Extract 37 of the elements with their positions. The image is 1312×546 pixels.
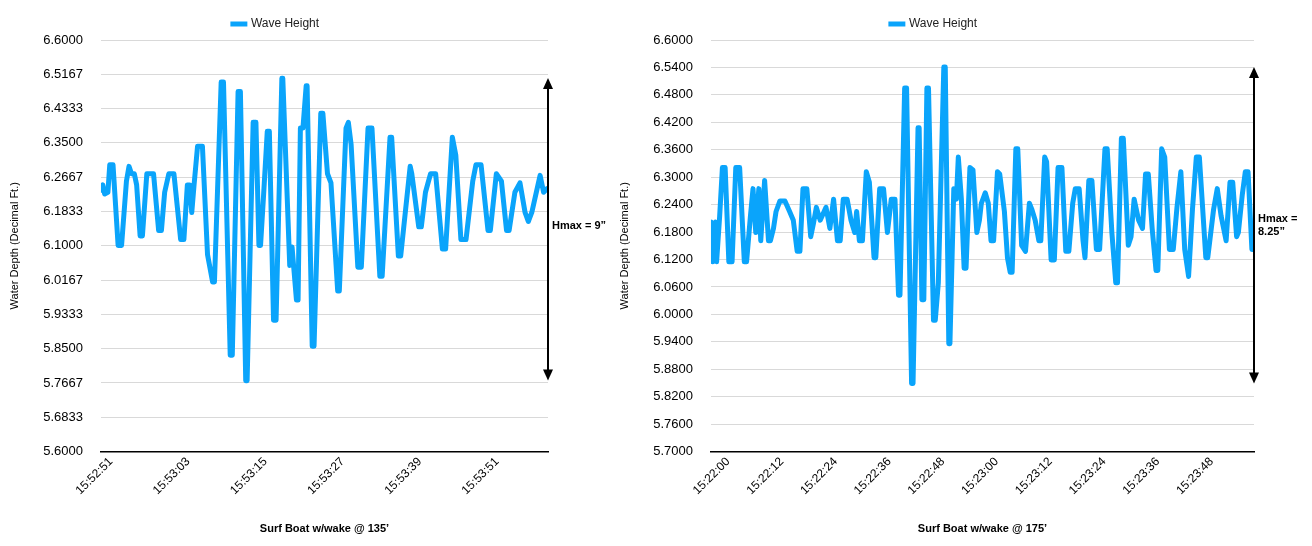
y-tick-label: 6.1000 [43, 237, 83, 253]
y-tick-label: 6.2400 [653, 196, 693, 212]
y-tick-label: 6.5400 [653, 59, 693, 75]
y-tick-label: 6.0000 [653, 305, 693, 321]
y-tick-label: 6.1200 [653, 251, 693, 267]
y-axis-title: Water Depth (Decimal Ft.) [7, 182, 20, 310]
y-tick-label: 5.8800 [653, 360, 693, 376]
y-tick-label: 6.2667 [43, 168, 83, 184]
legend-label: Wave Height [250, 16, 320, 31]
y-tick-label: 6.3000 [653, 168, 693, 184]
text: Hmax = 9” [552, 218, 607, 231]
y-tick-label: 5.6000 [43, 443, 83, 459]
y-tick-label: 5.6833 [43, 408, 83, 424]
y-axis-title: Water Depth (Decimal Ft.) [617, 182, 630, 310]
y-tick-label: 6.6000 [43, 31, 83, 47]
y-tick-label: 6.4200 [653, 113, 693, 129]
y-tick-label: 6.3500 [43, 134, 83, 150]
legend-label: Wave Height [908, 16, 978, 31]
y-tick-label: 6.0600 [653, 278, 693, 294]
y-tick-label: 6.3600 [653, 141, 693, 157]
y-tick-label: 5.7667 [43, 374, 83, 390]
y-tick-label: 6.5167 [43, 65, 83, 81]
y-tick-label: 5.8200 [653, 388, 693, 404]
y-tick-label: 5.9333 [43, 305, 83, 321]
y-tick-label: 6.4800 [653, 86, 693, 102]
y-tick-label: 6.0167 [43, 271, 83, 287]
x-axis-title: Surf Boat w/wake @ 175’ [917, 522, 1048, 535]
y-tick-label: 6.6000 [653, 31, 693, 47]
y-tick-label: 5.7000 [653, 443, 693, 459]
y-tick-label: 6.4333 [43, 100, 83, 116]
y-tick-label: 6.1833 [43, 203, 83, 219]
y-tick-label: 5.7600 [653, 415, 693, 431]
text: Hmax = 8.25” [1258, 212, 1298, 238]
x-axis-title: Surf Boat w/wake @ 135’ [259, 522, 390, 535]
y-tick-label: 5.8500 [43, 340, 83, 356]
y-tick-label: 5.9400 [653, 333, 693, 349]
y-tick-label: 6.1800 [653, 223, 693, 239]
